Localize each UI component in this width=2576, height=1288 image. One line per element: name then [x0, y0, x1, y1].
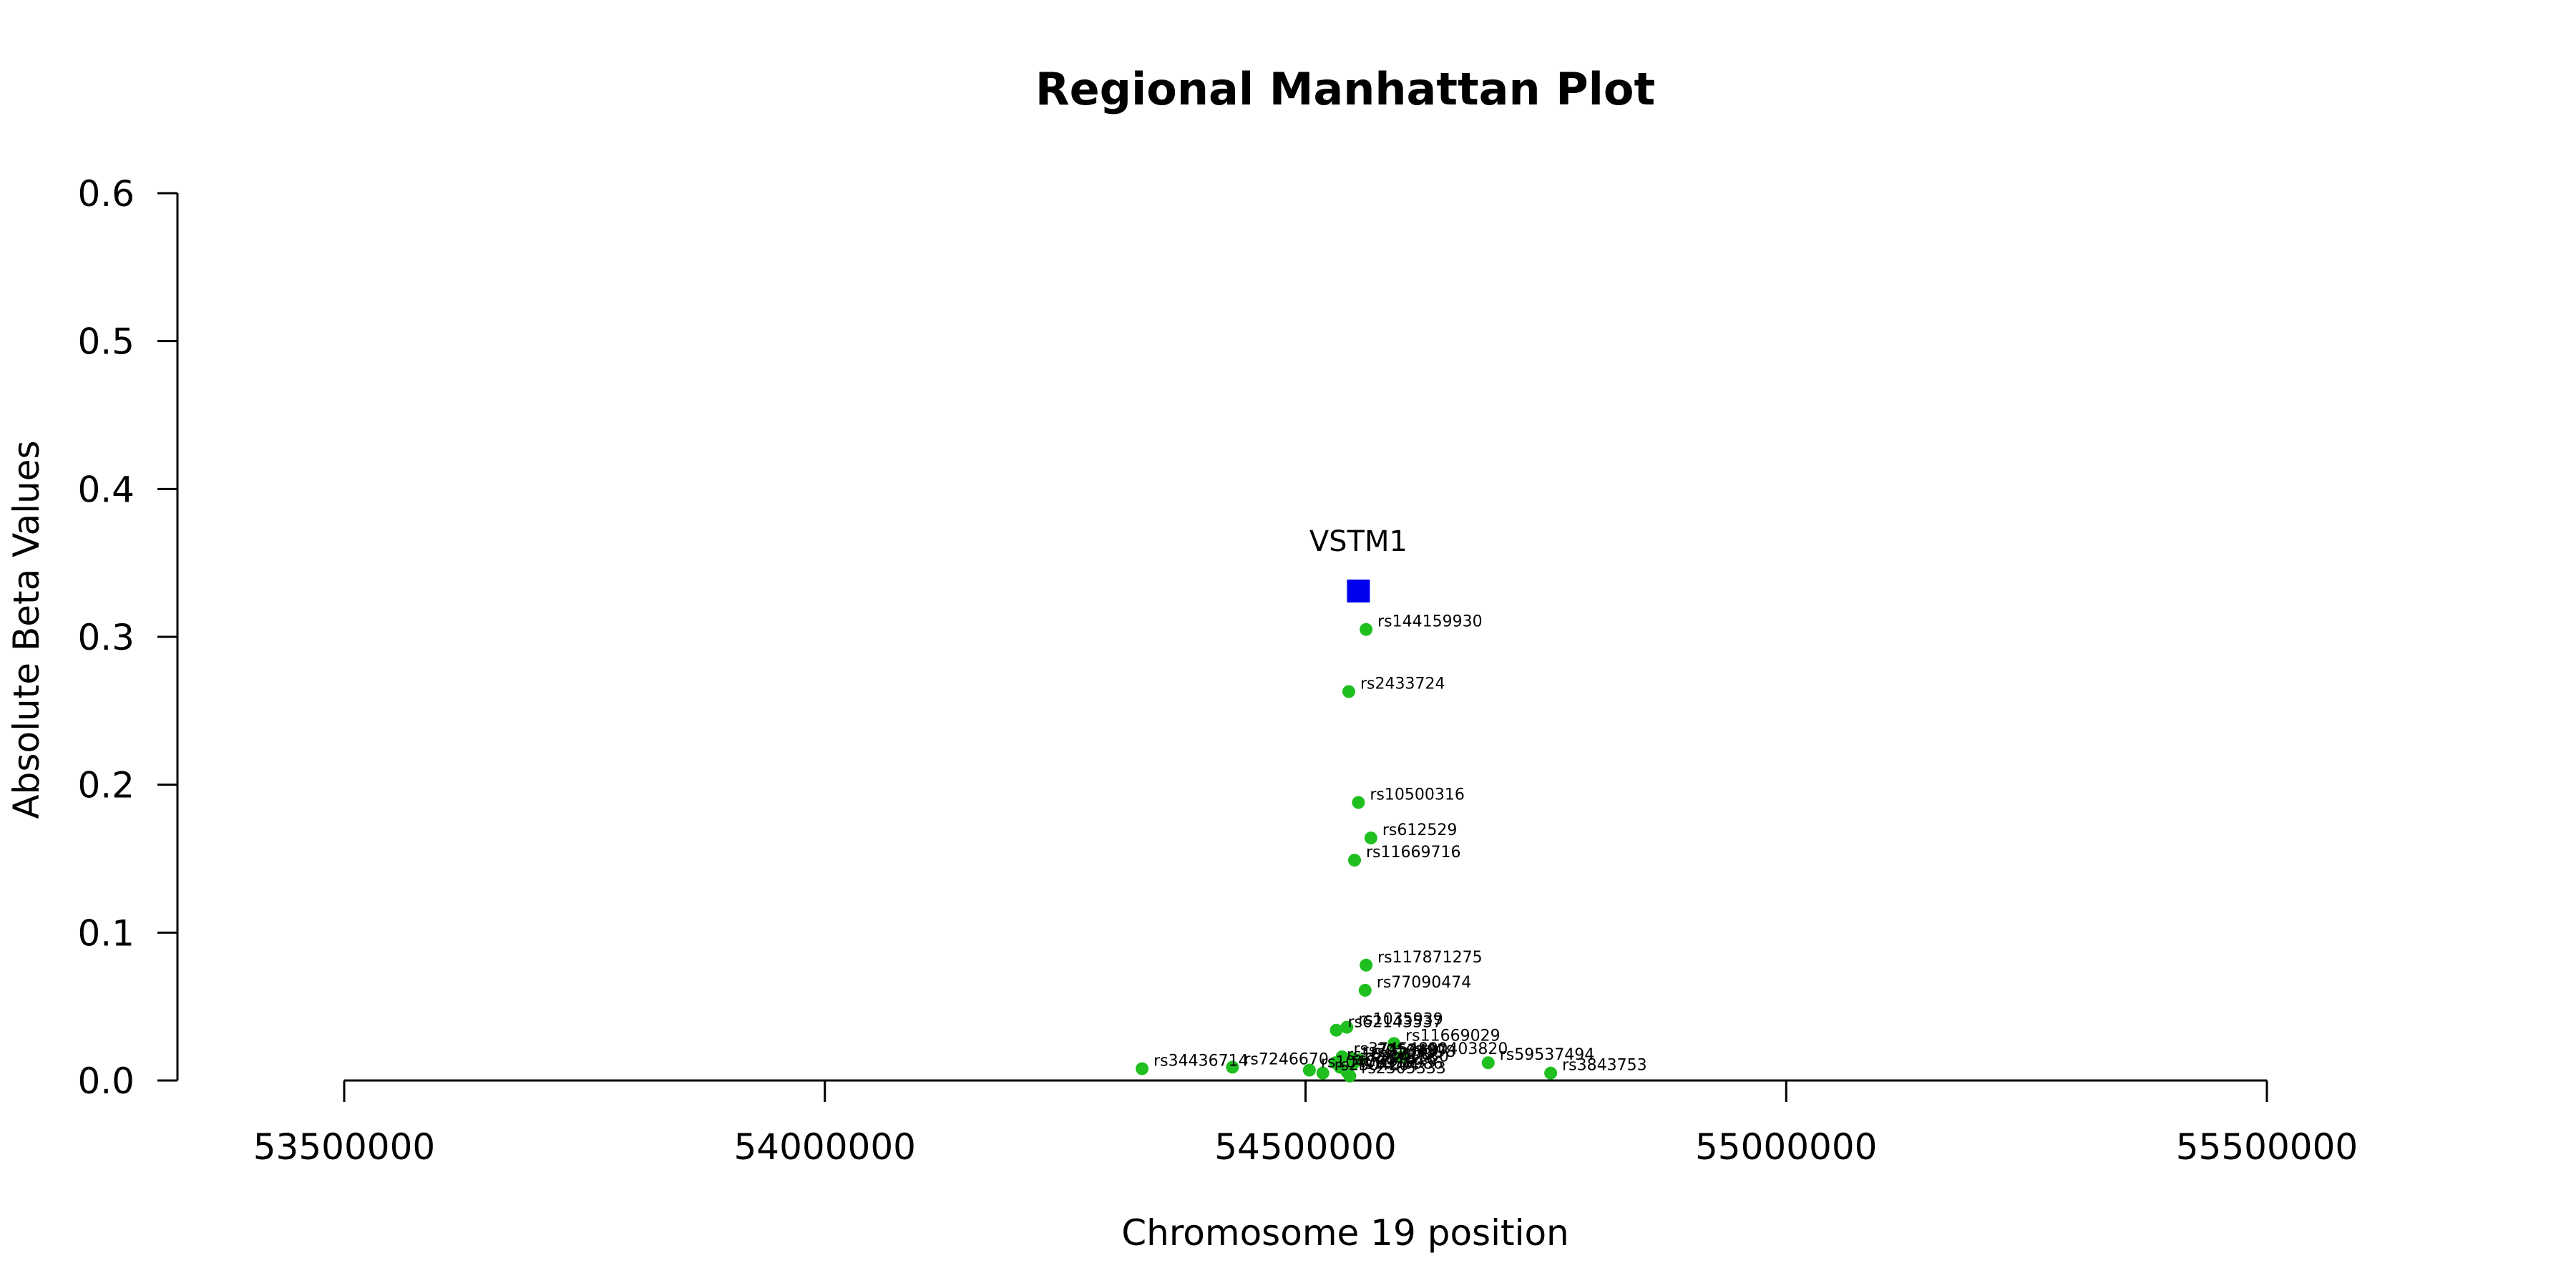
x-axis-label: Chromosome 19 position — [1121, 1212, 1569, 1254]
x-axis: 53500000 54000000 54500000 55000000 55500000 — [253, 1079, 2358, 1168]
snp-label-18: rs1645398 — [1347, 1046, 1432, 1064]
snp-label-6: rs77090474 — [1377, 974, 1471, 992]
snp-label-22: rs2304204 — [1335, 1057, 1420, 1075]
snp-label-1: rs2433724 — [1360, 675, 1445, 693]
snp-point-3 — [1364, 831, 1377, 845]
snp-point-10 — [1481, 1056, 1495, 1070]
snp-label-23: rs1056986 — [1358, 1055, 1443, 1073]
snp-label-13: rs7246670 — [1244, 1050, 1329, 1068]
y-tick-label-1: 0.1 — [77, 912, 135, 954]
snp-point-22 — [1316, 1066, 1330, 1080]
snp-point-21 — [1302, 1063, 1316, 1077]
snp-point-24 — [1343, 1069, 1357, 1083]
snp-point-11 — [1544, 1066, 1558, 1080]
snp-label-8: rs62143537 — [1347, 1014, 1442, 1032]
snp-label-4: rs11669716 — [1366, 844, 1460, 862]
snp-label-21: rs10408913 — [1321, 1054, 1415, 1072]
snp-label-10: rs59537494 — [1500, 1046, 1594, 1064]
snp-label-7: rs1035939 — [1358, 1011, 1443, 1029]
snp-point-17 — [1395, 1050, 1408, 1063]
snp-point-6 — [1358, 983, 1372, 997]
snp-point-13 — [1226, 1060, 1239, 1074]
snp-label-16: rs8105198 — [1371, 1043, 1456, 1061]
y-axis-label: Absolute Beta Values — [6, 441, 47, 819]
snp-label-17: rs10403820 — [1413, 1040, 1508, 1058]
snp-point-12 — [1136, 1062, 1149, 1075]
snp-point-2 — [1352, 796, 1365, 809]
x-tick-label-3: 55000000 — [1695, 1126, 1878, 1168]
snp-label-19: rs2241530 — [1364, 1048, 1449, 1065]
y-tick-label-0: 0.0 — [77, 1060, 135, 1102]
snp-point-8 — [1330, 1023, 1343, 1037]
x-tick-label-2: 54500000 — [1214, 1126, 1397, 1168]
y-tick-label-4: 0.4 — [77, 469, 135, 510]
gene-point — [1347, 579, 1370, 602]
snp-point-0 — [1360, 623, 1373, 636]
snp-point-9 — [1387, 1037, 1401, 1050]
y-tick-label-5: 0.5 — [77, 321, 135, 363]
snp-label-12: rs34436714 — [1153, 1052, 1248, 1070]
snp-point-4 — [1348, 854, 1362, 867]
y-axis: 0.0 0.1 0.2 0.3 0.4 0.5 0.6 — [77, 173, 179, 1102]
snp-label-5: rs117871275 — [1377, 949, 1482, 967]
snp-label-0: rs144159930 — [1377, 613, 1482, 631]
snp-label-3: rs612529 — [1382, 821, 1458, 839]
snp-label-14: rs3745489 — [1354, 1040, 1439, 1058]
x-tick-label-0: 53500000 — [253, 1126, 436, 1168]
snp-label-2: rs10500316 — [1370, 786, 1464, 804]
gene-label: VSTM1 — [1309, 525, 1407, 558]
snp-points — [1136, 623, 1558, 1083]
snp-label-15: rs7253497 — [1362, 1042, 1448, 1060]
snp-label-20: rs7257816 — [1352, 1050, 1437, 1068]
snp-point-1 — [1342, 685, 1355, 698]
snp-label-11: rs3843753 — [1562, 1057, 1647, 1075]
snp-label-24: rs2305333 — [1361, 1060, 1446, 1078]
snp-label-9: rs11669029 — [1405, 1027, 1500, 1045]
snp-labels: rs144159930 rs2433724 rs10500316 rs612529 rs… — [1153, 613, 1646, 1078]
snp-point-7 — [1340, 1020, 1354, 1034]
snp-point-5 — [1360, 958, 1373, 972]
x-tick-label-4: 55500000 — [2176, 1126, 2358, 1168]
gene-marker: VSTM1 — [1309, 525, 1407, 602]
y-tick-label-3: 0.3 — [77, 617, 135, 658]
y-tick-label-6: 0.6 — [77, 173, 135, 215]
y-tick-label-2: 0.2 — [77, 765, 135, 806]
x-tick-label-1: 54000000 — [734, 1126, 917, 1168]
chart-title: Regional Manhattan Plot — [1035, 63, 1655, 115]
